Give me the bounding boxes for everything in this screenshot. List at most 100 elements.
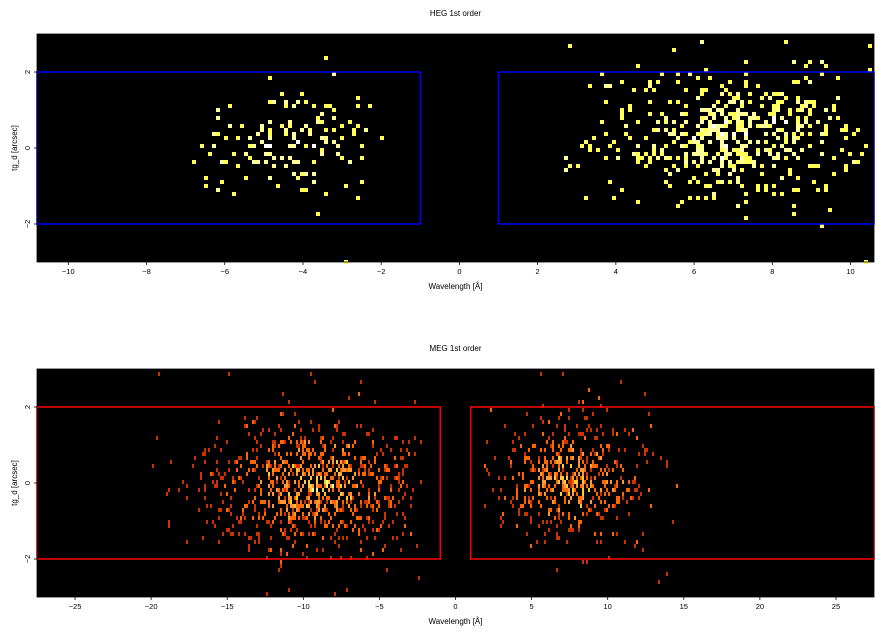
event-pixel	[324, 104, 328, 108]
y-tick-label: −2	[23, 555, 32, 564]
event-pixel	[346, 536, 348, 540]
event-pixel	[712, 116, 716, 120]
event-pixel	[406, 464, 408, 468]
event-pixel	[320, 440, 322, 444]
event-pixel	[332, 456, 334, 460]
event-pixel	[808, 124, 812, 128]
event-pixel	[640, 156, 644, 160]
event-pixel	[288, 516, 290, 520]
event-pixel	[560, 476, 562, 480]
event-pixel	[820, 132, 824, 136]
event-pixel	[568, 512, 570, 516]
event-pixel	[676, 168, 680, 172]
event-pixel	[258, 476, 260, 480]
event-pixel	[290, 500, 292, 504]
event-pixel	[256, 440, 258, 444]
event-pixel	[294, 412, 296, 416]
event-pixel	[248, 136, 252, 140]
event-pixel	[282, 532, 284, 536]
event-pixel	[542, 472, 544, 476]
event-pixel	[310, 508, 312, 512]
event-pixel	[700, 120, 704, 124]
event-pixel	[270, 548, 272, 552]
event-pixel	[526, 512, 528, 516]
event-pixel	[628, 480, 630, 484]
event-pixel	[808, 112, 812, 116]
event-pixel	[280, 428, 282, 432]
event-pixel	[364, 464, 366, 468]
event-pixel	[648, 156, 652, 160]
event-pixel	[170, 460, 172, 464]
event-pixel	[360, 504, 362, 508]
event-pixel	[372, 472, 374, 476]
event-pixel	[600, 540, 602, 544]
event-pixel	[374, 536, 376, 540]
event-pixel	[356, 104, 360, 108]
event-pixel	[586, 428, 588, 432]
event-pixel	[544, 456, 546, 460]
event-pixel	[700, 152, 704, 156]
event-pixel	[260, 480, 262, 484]
event-pixel	[206, 520, 208, 524]
event-pixel	[282, 440, 284, 444]
event-pixel	[324, 520, 326, 524]
event-pixel	[590, 476, 592, 480]
event-pixel	[528, 448, 530, 452]
event-pixel	[544, 484, 546, 488]
event-pixel	[214, 524, 216, 528]
event-pixel	[402, 512, 404, 516]
event-pixel	[756, 116, 760, 120]
event-pixel	[340, 484, 342, 488]
event-pixel	[290, 440, 292, 444]
event-pixel	[350, 464, 352, 468]
event-pixel	[336, 144, 340, 148]
event-pixel	[564, 156, 568, 160]
event-pixel	[622, 480, 624, 484]
event-pixel	[258, 516, 260, 520]
event-pixel	[664, 168, 668, 172]
event-pixel	[784, 40, 788, 44]
event-pixel	[864, 144, 868, 148]
event-pixel	[280, 156, 284, 160]
event-pixel	[594, 436, 596, 440]
event-pixel	[322, 548, 324, 552]
event-pixel	[316, 472, 318, 476]
event-pixel	[844, 164, 848, 168]
event-pixel	[724, 124, 728, 128]
event-pixel	[246, 456, 248, 460]
event-pixel	[584, 468, 586, 472]
event-pixel	[604, 132, 608, 136]
event-pixel	[568, 500, 570, 504]
event-pixel	[202, 452, 204, 456]
event-pixel	[378, 504, 380, 508]
event-pixel	[292, 160, 296, 164]
event-pixel	[272, 480, 274, 484]
event-pixel	[546, 520, 548, 524]
event-pixel	[374, 496, 376, 500]
event-pixel	[254, 468, 256, 472]
event-pixel	[612, 504, 614, 508]
event-pixel	[228, 104, 232, 108]
x-tick-label: 4	[614, 267, 618, 276]
event-pixel	[848, 152, 852, 156]
event-pixel	[772, 120, 776, 124]
event-pixel	[352, 496, 354, 500]
event-pixel	[322, 464, 324, 468]
event-pixel	[332, 464, 334, 468]
event-pixel	[312, 160, 316, 164]
event-pixel	[380, 480, 382, 484]
event-pixel	[324, 504, 326, 508]
event-pixel	[564, 500, 566, 504]
event-pixel	[728, 112, 732, 116]
event-pixel	[700, 136, 704, 140]
event-pixel	[368, 460, 370, 464]
event-pixel	[558, 464, 560, 468]
event-pixel	[512, 476, 514, 480]
event-pixel	[320, 112, 324, 116]
event-pixel	[764, 92, 768, 96]
event-pixel	[590, 500, 592, 504]
event-pixel	[278, 500, 280, 504]
event-pixel	[370, 472, 372, 476]
event-pixel	[704, 152, 708, 156]
event-pixel	[676, 204, 680, 208]
